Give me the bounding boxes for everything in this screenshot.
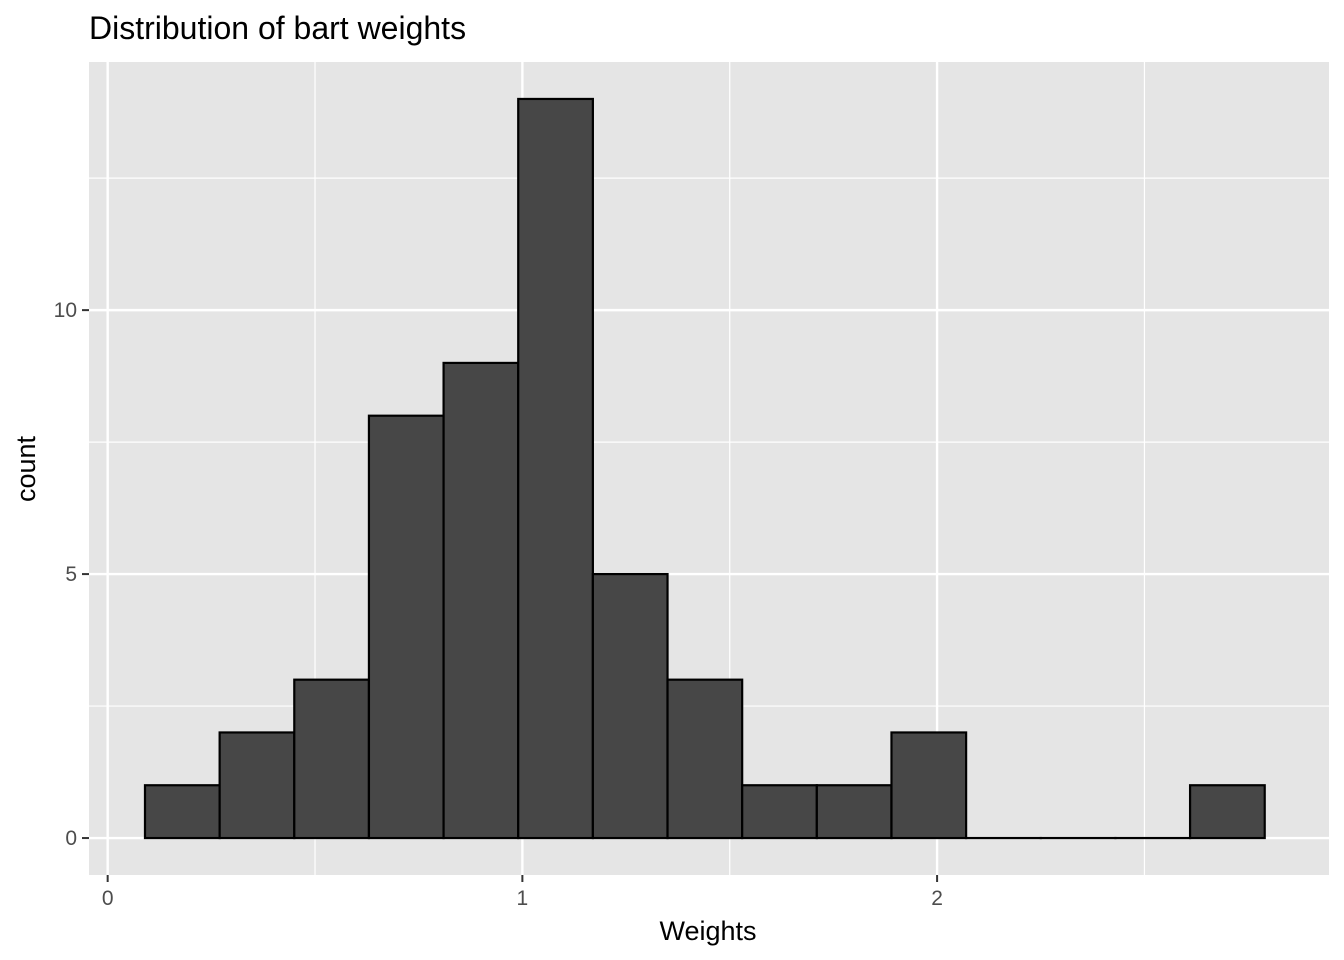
y-axis-title: count: [11, 435, 41, 502]
x-tick-label: 0: [102, 887, 114, 910]
x-axis-title: Weights: [659, 916, 756, 946]
histogram-bar: [442, 361, 520, 840]
histogram-bar: [591, 572, 669, 840]
histogram-bar: [143, 784, 221, 840]
y-axis: 0 5 10: [54, 299, 89, 850]
histogram-bar: [293, 678, 371, 840]
histogram-bar: [666, 678, 744, 840]
x-tick-label: 1: [517, 887, 529, 910]
histogram-bar: [741, 784, 818, 840]
histogram-bar: [1188, 784, 1266, 840]
y-tick-label: 5: [65, 563, 77, 586]
histogram-bar: [367, 414, 445, 840]
y-tick-label: 0: [65, 827, 77, 850]
histogram-bar: [890, 731, 968, 840]
x-tick-label: 2: [931, 887, 943, 910]
histogram-bar: [517, 97, 594, 840]
histogram-bars: [143, 97, 1266, 840]
y-tick-label: 10: [54, 299, 77, 322]
chart-title: Distribution of bart weights: [89, 10, 466, 46]
histogram-bar: [815, 784, 893, 840]
histogram-bar: [218, 731, 296, 840]
x-axis: 0 1 2: [102, 875, 943, 910]
